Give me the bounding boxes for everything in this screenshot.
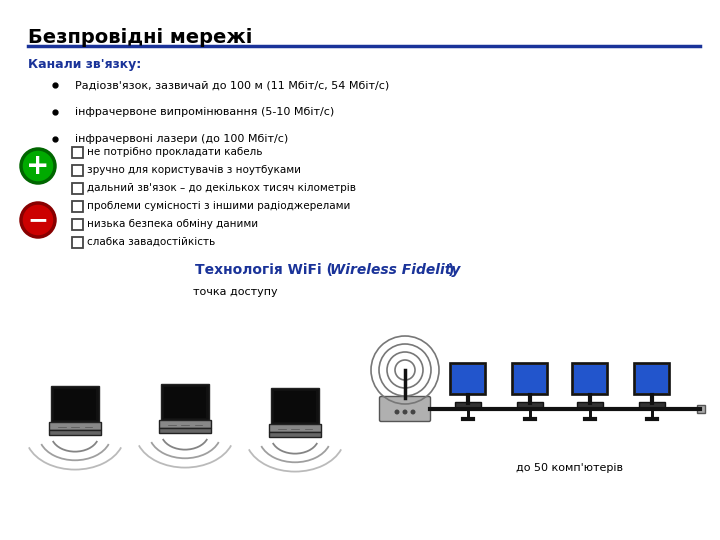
Circle shape: [402, 409, 408, 415]
Bar: [161, 384, 209, 421]
Bar: [72, 237, 83, 248]
Bar: [572, 363, 608, 395]
Text: не потрібно прокладати кабель: не потрібно прокладати кабель: [87, 147, 263, 157]
Bar: [54, 389, 96, 420]
Text: дальний зв'язок – до декількох тисяч кілометрів: дальний зв'язок – до декількох тисяч кіл…: [87, 183, 356, 193]
Circle shape: [395, 409, 400, 415]
Bar: [164, 387, 206, 417]
Text: проблеми сумісності з іншими радіоджерелами: проблеми сумісності з іншими радіоджерел…: [87, 201, 351, 211]
Bar: [452, 365, 484, 393]
Text: інфрачервоні лазери (до 100 Мбіт/с): інфрачервоні лазери (до 100 Мбіт/с): [75, 134, 288, 144]
Bar: [517, 402, 543, 409]
Text: слабка завадостійкість: слабка завадостійкість: [87, 237, 215, 247]
Text: низька безпека обміну даними: низька безпека обміну даними: [87, 219, 258, 229]
Text: точка доступу: точка доступу: [193, 287, 277, 297]
Text: ): ): [448, 263, 454, 277]
FancyBboxPatch shape: [379, 396, 431, 422]
Bar: [274, 391, 316, 422]
Text: −: −: [27, 208, 48, 232]
Bar: [574, 365, 606, 393]
Bar: [697, 405, 705, 413]
Text: до 50 комп'ютерів: до 50 комп'ютерів: [516, 463, 624, 473]
Bar: [455, 402, 481, 409]
Bar: [639, 402, 665, 409]
Text: +: +: [27, 152, 50, 179]
Bar: [50, 430, 101, 435]
Bar: [577, 402, 603, 409]
Bar: [450, 363, 486, 395]
Circle shape: [21, 203, 55, 237]
Text: Технологія WiFi (: Технологія WiFi (: [195, 263, 333, 277]
Text: Wireless Fidelity: Wireless Fidelity: [330, 263, 460, 277]
Bar: [514, 365, 546, 393]
Text: зручно для користувачів з ноутбуками: зручно для користувачів з ноутбуками: [87, 165, 301, 175]
Bar: [636, 365, 668, 393]
Text: Радіозв'язок, зазвичай до 100 м (11 Мбіт/с, 54 Мбіт/с): Радіозв'язок, зазвичай до 100 м (11 Мбіт…: [75, 80, 390, 90]
Bar: [51, 386, 99, 422]
Bar: [159, 421, 211, 428]
Bar: [72, 147, 83, 158]
Bar: [269, 432, 320, 437]
Bar: [512, 363, 548, 395]
Circle shape: [21, 149, 55, 183]
Bar: [269, 424, 320, 432]
Bar: [159, 428, 211, 433]
Bar: [72, 165, 83, 176]
Circle shape: [410, 409, 415, 415]
Text: інфрачервоне випромінювання (5-10 Мбіт/с): інфрачервоне випромінювання (5-10 Мбіт/с…: [75, 107, 334, 117]
Bar: [72, 201, 83, 212]
Bar: [634, 363, 670, 395]
Text: Канали зв'язку:: Канали зв'язку:: [28, 58, 141, 71]
Bar: [271, 388, 319, 424]
Bar: [50, 422, 101, 430]
Bar: [72, 219, 83, 230]
Bar: [72, 183, 83, 194]
Text: Безпровідні мережі: Безпровідні мережі: [28, 28, 253, 47]
